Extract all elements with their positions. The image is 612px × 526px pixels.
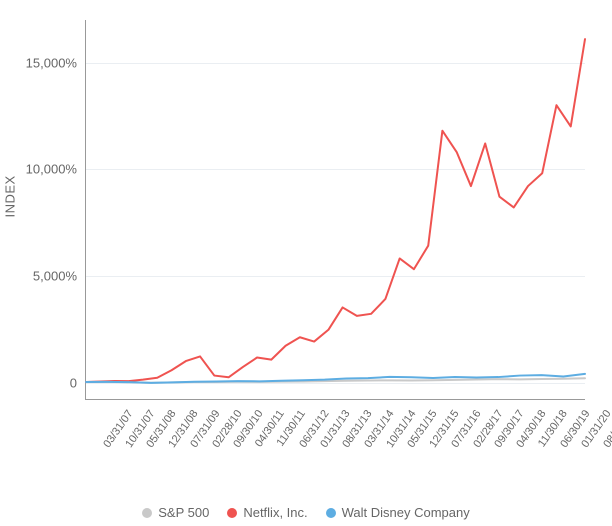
- series-line: [86, 39, 585, 382]
- legend-item: S&P 500: [142, 505, 209, 520]
- index-chart: INDEX 05,000%10,000%15,000% 03/31/0710/3…: [0, 0, 612, 526]
- plot-area: [85, 20, 585, 400]
- ytick-label: 10,000%: [26, 162, 77, 177]
- legend: S&P 500 Netflix, Inc. Walt Disney Company: [0, 505, 612, 520]
- chart-lines: [86, 20, 585, 399]
- ytick-label: 15,000%: [26, 55, 77, 70]
- legend-dot-icon: [326, 508, 336, 518]
- legend-item: Netflix, Inc.: [227, 505, 307, 520]
- legend-label: Walt Disney Company: [342, 505, 470, 520]
- legend-dot-icon: [142, 508, 152, 518]
- legend-item: Walt Disney Company: [326, 505, 470, 520]
- y-axis-label: INDEX: [3, 175, 18, 217]
- ytick-label: 5,000%: [33, 269, 77, 284]
- legend-label: S&P 500: [158, 505, 209, 520]
- ytick-label: 0: [70, 375, 77, 390]
- legend-dot-icon: [227, 508, 237, 518]
- legend-label: Netflix, Inc.: [243, 505, 307, 520]
